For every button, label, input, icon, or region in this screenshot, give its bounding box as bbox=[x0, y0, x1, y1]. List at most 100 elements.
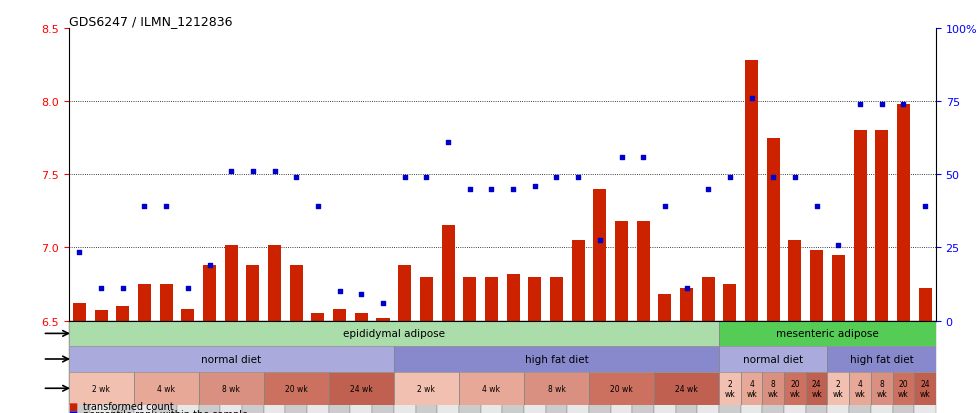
FancyBboxPatch shape bbox=[394, 372, 459, 405]
Bar bbox=[719, 321, 741, 413]
Bar bbox=[156, 321, 177, 413]
FancyBboxPatch shape bbox=[719, 347, 827, 372]
Bar bbox=[571, 240, 585, 321]
Point bbox=[896, 102, 911, 108]
Text: ■: ■ bbox=[69, 401, 77, 411]
Bar bbox=[312, 313, 324, 321]
Bar bbox=[589, 321, 611, 413]
Bar bbox=[437, 321, 459, 413]
Bar bbox=[741, 321, 762, 413]
Bar bbox=[398, 266, 412, 321]
Bar bbox=[806, 321, 827, 413]
Text: percentile rank within the sample: percentile rank within the sample bbox=[83, 409, 248, 413]
FancyBboxPatch shape bbox=[893, 372, 914, 405]
Text: 2
wk: 2 wk bbox=[833, 379, 844, 398]
Bar bbox=[269, 245, 281, 321]
Bar bbox=[503, 321, 524, 413]
Point bbox=[202, 262, 218, 269]
Bar bbox=[897, 105, 909, 321]
FancyBboxPatch shape bbox=[871, 372, 893, 405]
FancyBboxPatch shape bbox=[69, 321, 719, 347]
Point bbox=[549, 174, 564, 181]
Bar bbox=[264, 321, 285, 413]
FancyBboxPatch shape bbox=[459, 372, 524, 405]
Text: 8 wk: 8 wk bbox=[548, 384, 565, 393]
Bar bbox=[242, 321, 264, 413]
Text: 24 wk: 24 wk bbox=[675, 384, 698, 393]
Bar bbox=[659, 294, 671, 321]
Bar bbox=[307, 321, 329, 413]
Bar bbox=[615, 221, 628, 321]
Point bbox=[765, 174, 781, 181]
FancyBboxPatch shape bbox=[719, 372, 741, 405]
Point bbox=[506, 186, 521, 193]
Text: 8 wk: 8 wk bbox=[222, 384, 240, 393]
Point bbox=[72, 249, 87, 256]
Bar bbox=[372, 321, 394, 413]
Text: 24
wk: 24 wk bbox=[919, 379, 930, 398]
Bar bbox=[199, 321, 221, 413]
Text: 2 wk: 2 wk bbox=[417, 384, 435, 393]
Text: epididymal adipose: epididymal adipose bbox=[343, 329, 445, 339]
Text: 20
wk: 20 wk bbox=[790, 379, 801, 398]
Point bbox=[679, 285, 695, 292]
Bar bbox=[442, 226, 455, 321]
FancyBboxPatch shape bbox=[199, 372, 264, 405]
Bar bbox=[285, 321, 307, 413]
Bar bbox=[789, 240, 802, 321]
FancyBboxPatch shape bbox=[806, 372, 827, 405]
Text: ■: ■ bbox=[69, 409, 77, 413]
Point bbox=[375, 300, 391, 306]
Text: 2
wk: 2 wk bbox=[724, 379, 735, 398]
Point bbox=[808, 204, 824, 210]
Point bbox=[527, 183, 543, 190]
Point bbox=[830, 242, 846, 248]
Bar bbox=[90, 321, 112, 413]
Bar bbox=[875, 131, 888, 321]
FancyBboxPatch shape bbox=[849, 372, 871, 405]
FancyBboxPatch shape bbox=[827, 347, 936, 372]
Bar bbox=[329, 321, 351, 413]
Bar bbox=[637, 221, 650, 321]
Point bbox=[592, 237, 608, 244]
Bar bbox=[394, 321, 416, 413]
FancyBboxPatch shape bbox=[762, 372, 784, 405]
FancyBboxPatch shape bbox=[69, 372, 133, 405]
Bar bbox=[333, 309, 346, 321]
Bar bbox=[246, 266, 260, 321]
Point bbox=[136, 204, 152, 210]
FancyBboxPatch shape bbox=[741, 372, 762, 405]
Text: normal diet: normal diet bbox=[201, 354, 262, 364]
Bar bbox=[784, 321, 806, 413]
Bar bbox=[177, 321, 199, 413]
Text: high fat diet: high fat diet bbox=[524, 354, 588, 364]
Bar bbox=[849, 321, 871, 413]
Bar bbox=[138, 284, 151, 321]
Point bbox=[288, 174, 304, 181]
Bar bbox=[593, 190, 607, 321]
Point bbox=[93, 285, 109, 292]
Bar bbox=[680, 289, 693, 321]
Bar bbox=[676, 321, 698, 413]
Bar bbox=[918, 289, 932, 321]
FancyBboxPatch shape bbox=[69, 347, 394, 372]
Point bbox=[462, 186, 477, 193]
Bar bbox=[827, 321, 849, 413]
Point bbox=[332, 288, 348, 295]
Bar bbox=[290, 266, 303, 321]
Bar bbox=[550, 277, 563, 321]
FancyBboxPatch shape bbox=[719, 321, 936, 347]
Point bbox=[744, 96, 760, 102]
FancyBboxPatch shape bbox=[133, 372, 199, 405]
FancyBboxPatch shape bbox=[914, 372, 936, 405]
Text: 4
wk: 4 wk bbox=[746, 379, 757, 398]
Text: 2 wk: 2 wk bbox=[92, 384, 110, 393]
Bar bbox=[702, 277, 714, 321]
Bar bbox=[546, 321, 567, 413]
Bar bbox=[160, 284, 172, 321]
FancyBboxPatch shape bbox=[784, 372, 806, 405]
Text: 4 wk: 4 wk bbox=[157, 384, 175, 393]
Bar bbox=[745, 61, 759, 321]
Bar bbox=[893, 321, 914, 413]
Point bbox=[483, 186, 499, 193]
